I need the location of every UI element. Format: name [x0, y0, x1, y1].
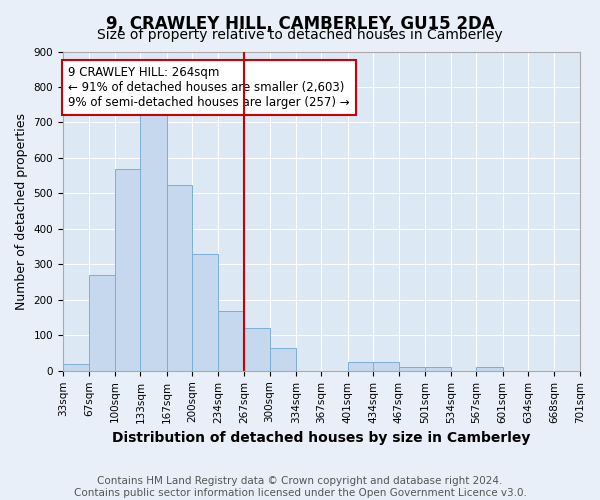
Bar: [399, 368, 425, 371]
X-axis label: Distribution of detached houses by size in Camberley: Distribution of detached houses by size …: [112, 431, 530, 445]
Bar: [373, 362, 399, 371]
Bar: [348, 362, 373, 371]
Bar: [89, 275, 115, 371]
Bar: [244, 328, 269, 371]
Text: 9 CRAWLEY HILL: 264sqm
← 91% of detached houses are smaller (2,603)
9% of semi-d: 9 CRAWLEY HILL: 264sqm ← 91% of detached…: [68, 66, 350, 108]
Bar: [476, 366, 503, 371]
Bar: [63, 364, 89, 371]
Bar: [192, 254, 218, 371]
Text: 9, CRAWLEY HILL, CAMBERLEY, GU15 2DA: 9, CRAWLEY HILL, CAMBERLEY, GU15 2DA: [106, 15, 494, 33]
Text: Size of property relative to detached houses in Camberley: Size of property relative to detached ho…: [97, 28, 503, 42]
Text: Contains HM Land Registry data © Crown copyright and database right 2024.
Contai: Contains HM Land Registry data © Crown c…: [74, 476, 526, 498]
Y-axis label: Number of detached properties: Number of detached properties: [15, 112, 28, 310]
Bar: [140, 112, 167, 371]
Bar: [167, 184, 192, 371]
Bar: [269, 348, 296, 371]
Bar: [218, 310, 244, 371]
Bar: [425, 368, 451, 371]
Bar: [115, 168, 140, 371]
